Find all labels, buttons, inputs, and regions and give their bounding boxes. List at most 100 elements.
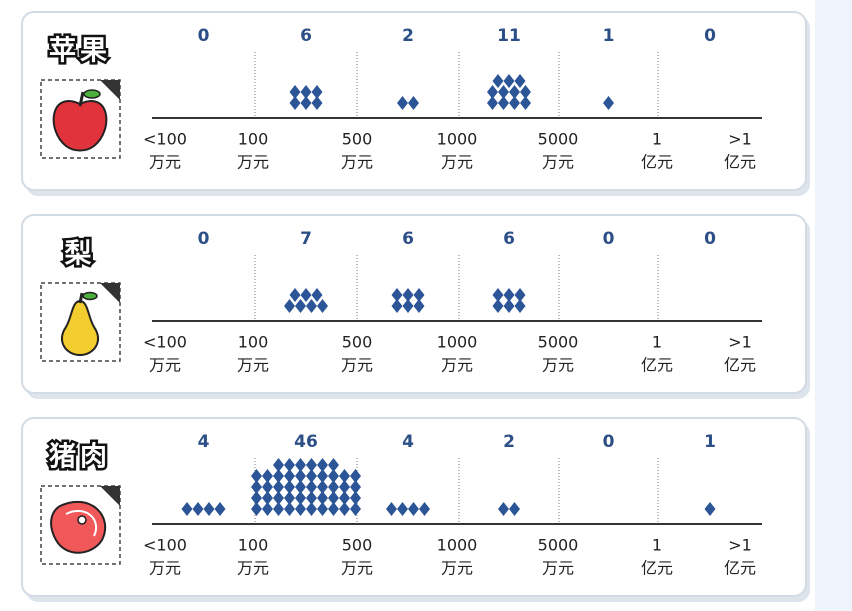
unit-diamond: [317, 480, 328, 494]
apple-leaf: [83, 89, 101, 99]
unit-diamond: [284, 502, 295, 516]
panel-title: 猪肉: [49, 442, 111, 473]
count-label: 1: [603, 26, 615, 46]
unit-diamond: [328, 480, 339, 494]
x-tick-label: 500: [342, 333, 373, 352]
unit-diamond: [273, 480, 284, 494]
count-label: 0: [603, 229, 615, 249]
unit-diamond: [408, 502, 419, 516]
x-tick-label: 亿元: [641, 153, 673, 172]
unit-diamond: [397, 502, 408, 516]
x-tick-label: 亿元: [724, 153, 756, 172]
count-label: 4: [198, 432, 210, 452]
unit-diamond: [328, 469, 339, 483]
unit-diamond: [328, 491, 339, 505]
x-tick-label: 万元: [542, 153, 574, 172]
pear-leaf: [82, 291, 98, 301]
unit-diamond: [402, 288, 414, 302]
x-tick-label: 万元: [441, 559, 473, 578]
unit-diamond: [514, 288, 526, 302]
unit-diamond: [520, 96, 531, 110]
unit-diamond: [386, 502, 397, 516]
unit-diamond: [273, 491, 284, 505]
unit-diamond: [704, 502, 716, 516]
x-tick-label: 万元: [149, 153, 181, 172]
unit-diamond: [289, 85, 301, 99]
unit-diamond: [306, 491, 317, 505]
unit-diamond: [498, 85, 509, 99]
unit-diamond: [311, 288, 323, 302]
unit-diamond: [402, 299, 414, 313]
unit-diamond: [317, 502, 328, 516]
unit-diamond: [284, 458, 295, 472]
x-tick-label: <100: [143, 536, 187, 555]
x-tick-label: 万元: [542, 356, 574, 375]
unit-diamond: [509, 85, 520, 99]
count-label: 46: [294, 432, 318, 452]
unit-diamond: [273, 469, 284, 483]
apple-body: [52, 100, 108, 152]
unit-diamond: [391, 299, 403, 313]
x-tick-label: 100: [238, 130, 269, 149]
unit-diamond: [339, 480, 350, 494]
icon-corner: [100, 283, 120, 303]
unit-diamond: [289, 288, 301, 302]
unit-diamond: [391, 288, 403, 302]
unit-diamond: [284, 480, 295, 494]
x-tick-label: 亿元: [641, 356, 673, 375]
unit-diamond: [350, 502, 361, 516]
unit-diamond: [306, 502, 317, 516]
unit-diamond: [306, 299, 317, 313]
pear-body: [61, 299, 99, 357]
unit-diamond: [284, 299, 295, 313]
x-tick-label: <100: [143, 333, 187, 352]
unit-diamond: [273, 502, 284, 516]
unit-diamond: [350, 491, 361, 505]
unit-diamond: [311, 96, 323, 110]
count-label: 4: [402, 432, 414, 452]
count-label: 2: [503, 432, 515, 452]
panel-card: [21, 214, 807, 394]
icon-corner: [100, 80, 120, 100]
unit-diamond: [498, 96, 509, 110]
x-tick-label: 万元: [237, 559, 269, 578]
unit-diamond: [251, 480, 262, 494]
unit-diamond: [317, 491, 328, 505]
unit-diamond: [419, 502, 430, 516]
unit-diamond: [397, 96, 408, 110]
unit-diamond: [295, 480, 306, 494]
x-tick-label: 万元: [341, 559, 373, 578]
count-label: 0: [198, 229, 210, 249]
x-tick-label: 万元: [542, 559, 574, 578]
unit-diamond: [509, 502, 520, 516]
unit-diamond: [509, 96, 520, 110]
x-tick-label: 万元: [341, 153, 373, 172]
count-label: 6: [300, 26, 312, 46]
unit-diamond: [251, 469, 262, 483]
x-tick-label: 万元: [237, 153, 269, 172]
unit-diamond: [295, 502, 306, 516]
x-tick-label: <100: [143, 130, 187, 149]
unit-diamond: [408, 96, 419, 110]
count-label: 0: [704, 229, 716, 249]
unit-diamond: [350, 480, 361, 494]
unit-diamond: [192, 502, 204, 516]
unit-diamond: [514, 299, 526, 313]
x-tick-label: 万元: [237, 356, 269, 375]
icon-corner: [100, 486, 120, 506]
unit-diamond: [487, 85, 498, 99]
unit-diamond: [350, 469, 361, 483]
x-tick-label: 500: [342, 130, 373, 149]
unit-diamond: [413, 299, 425, 313]
unit-diamond: [273, 458, 284, 472]
panel: 梨 <100 万元 100 万元 500 万元 1000 万元 5000 万元 1 亿元 >1 亿元 0 7 6 6…: [21, 214, 810, 399]
unit-diamond: [289, 96, 301, 110]
meat-body: [50, 500, 107, 554]
unit-diamond: [503, 74, 515, 88]
unit-diamond: [295, 299, 306, 313]
unit-diamond: [492, 288, 504, 302]
count-label: 6: [503, 229, 515, 249]
meat-bone: [77, 515, 87, 525]
count-label: 11: [497, 26, 521, 46]
x-tick-label: 5000: [538, 536, 579, 555]
